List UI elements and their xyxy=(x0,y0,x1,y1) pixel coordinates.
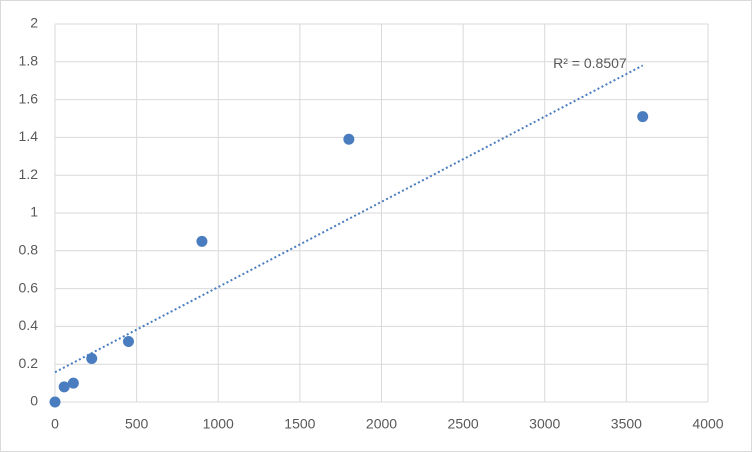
y-tick-label: 0 xyxy=(30,393,38,409)
y-tick-label: 1.4 xyxy=(19,128,39,144)
y-tick-label: 1 xyxy=(30,204,38,220)
y-tick-label: 1.2 xyxy=(19,166,39,182)
y-tick-label: 0.8 xyxy=(19,242,39,258)
trendline-label: R² = 0.8507 xyxy=(553,55,627,71)
x-tick-label: 1500 xyxy=(284,416,315,432)
x-tick-label: 3500 xyxy=(611,416,642,432)
y-tick-label: 0.2 xyxy=(19,355,39,371)
y-tick-label: 1.6 xyxy=(19,90,39,106)
y-tick-label: 1.8 xyxy=(19,53,39,69)
point xyxy=(196,235,208,247)
point xyxy=(86,353,98,365)
point xyxy=(67,377,79,389)
point xyxy=(343,133,355,145)
y-tick-label: 0.4 xyxy=(19,317,39,333)
x-tick-label: 4000 xyxy=(692,416,723,432)
x-tick-label: 0 xyxy=(51,416,59,432)
point xyxy=(122,336,134,348)
y-tick-label: 2 xyxy=(30,15,38,31)
point xyxy=(637,111,649,123)
y-tick-label: 0.6 xyxy=(19,279,39,295)
point xyxy=(49,396,61,408)
point xyxy=(58,381,70,393)
x-tick-label: 2000 xyxy=(366,416,397,432)
x-tick-label: 1000 xyxy=(203,416,234,432)
x-tick-label: 2500 xyxy=(448,416,479,432)
x-tick-label: 3000 xyxy=(529,416,560,432)
x-tick-label: 500 xyxy=(125,416,149,432)
